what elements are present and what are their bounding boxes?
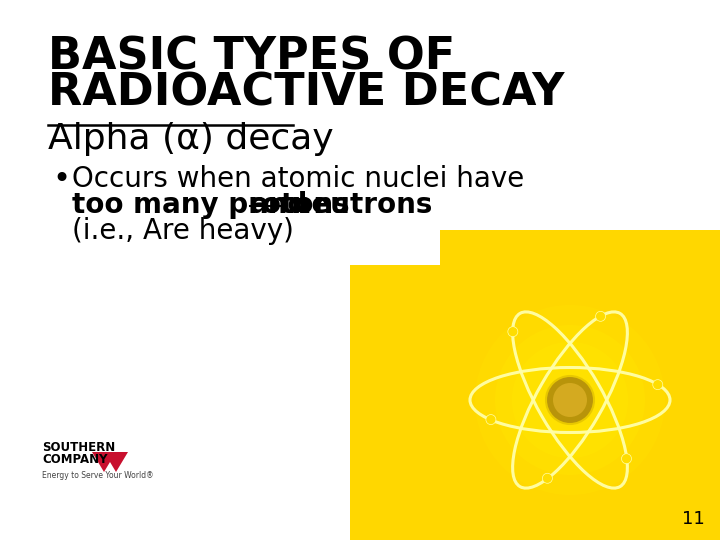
Text: Occurs when atomic nuclei have: Occurs when atomic nuclei have	[72, 165, 524, 193]
Polygon shape	[350, 230, 720, 540]
Circle shape	[595, 312, 606, 321]
Text: 11: 11	[683, 510, 705, 528]
Circle shape	[546, 376, 594, 424]
Text: SOUTHERN: SOUTHERN	[42, 441, 115, 454]
Text: •: •	[52, 165, 70, 194]
Text: too many protons: too many protons	[72, 191, 359, 219]
Circle shape	[542, 473, 552, 483]
Text: BASIC TYPES OF: BASIC TYPES OF	[48, 35, 455, 78]
Circle shape	[653, 380, 662, 390]
Circle shape	[495, 325, 645, 475]
Circle shape	[486, 415, 496, 424]
Circle shape	[508, 327, 518, 336]
Circle shape	[512, 342, 628, 458]
Circle shape	[621, 454, 631, 464]
Text: Energy to Serve Your World®: Energy to Serve Your World®	[42, 471, 153, 480]
Text: RADIOACTIVE DECAY: RADIOACTIVE DECAY	[48, 72, 564, 115]
Text: neutrons: neutrons	[282, 191, 433, 219]
Circle shape	[475, 305, 665, 495]
Circle shape	[553, 383, 587, 417]
Text: Alpha (α) decay: Alpha (α) decay	[48, 122, 333, 156]
Text: COMPANY: COMPANY	[42, 453, 107, 466]
Polygon shape	[92, 452, 128, 472]
Text: (i.e., Are heavy): (i.e., Are heavy)	[72, 217, 294, 245]
Text: and: and	[250, 191, 308, 219]
